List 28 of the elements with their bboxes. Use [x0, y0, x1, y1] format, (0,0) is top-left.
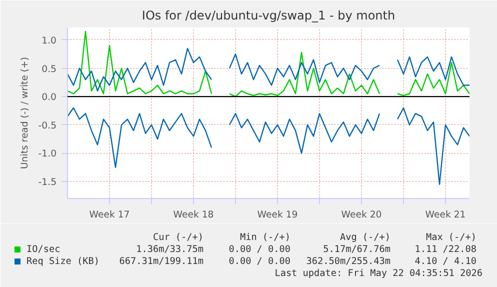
text: 362.50m/255.43m: [306, 256, 391, 267]
x-tick-label: Week 17: [89, 210, 130, 220]
legend-label: IO/sec: [26, 244, 60, 255]
text: 1.36m/33.75m: [136, 244, 204, 255]
text: Min (-/+): [240, 232, 291, 243]
y-axis-title: Units read (-) / write (+): [19, 56, 30, 170]
text: Last update: Fri May 22 04:35:51 2026: [274, 268, 483, 279]
chart-title: IOs for /dev/ubuntu-vg/swap_1 - by month: [142, 8, 396, 22]
text: Cur (-/+): [152, 232, 204, 243]
text: 0.00 / 0.00: [228, 256, 291, 267]
y-tick-label: -1.0: [38, 148, 57, 160]
y-tick-label: -0.5: [38, 120, 57, 132]
x-tick-label: Week 18: [173, 210, 214, 220]
text: 1.11 /22.08: [414, 244, 477, 255]
y-tick-label: 0.0: [42, 92, 57, 104]
x-tick-label: Week 19: [257, 210, 298, 220]
text: 4.10 / 4.10: [414, 256, 477, 267]
y-tick-label: -1.5: [38, 177, 57, 188]
legend-label: Req Size (KB): [26, 256, 100, 267]
text: 667.31m/199.11m: [119, 256, 204, 267]
text: Max (-/+): [426, 232, 477, 243]
y-tick-label: 0.5: [42, 64, 57, 75]
text: 5.17m/67.76m: [323, 244, 391, 255]
text: 0.00 / 0.00: [228, 244, 291, 255]
text: Avg (-/+): [340, 232, 391, 243]
x-tick-label: Week 20: [341, 210, 382, 220]
x-tick-label: Week 21: [425, 210, 466, 220]
y-tick-label: 1.0: [42, 35, 57, 46]
